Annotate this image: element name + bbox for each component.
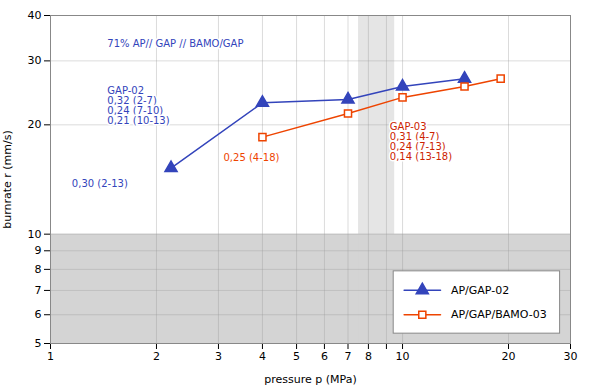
svg-text:7: 7 <box>345 350 352 363</box>
svg-text:30: 30 <box>564 350 578 363</box>
svg-text:GAP-030,31 (4-7)0,24 (7-13)0,1: GAP-030,31 (4-7)0,24 (7-13)0,14 (13-18) <box>390 121 452 162</box>
svg-text:8: 8 <box>365 350 372 363</box>
svg-text:6: 6 <box>35 308 42 321</box>
svg-text:40: 40 <box>28 9 42 22</box>
svg-text:pressure p (MPa): pressure p (MPa) <box>264 373 356 385</box>
svg-text:5: 5 <box>293 350 300 363</box>
svg-text:10: 10 <box>28 228 42 241</box>
svg-text:2: 2 <box>153 350 160 363</box>
svg-text:5: 5 <box>35 337 42 350</box>
svg-text:burnrate r (mm/s): burnrate r (mm/s) <box>1 130 14 229</box>
svg-text:4: 4 <box>259 350 266 363</box>
svg-text:30: 30 <box>28 54 42 67</box>
svg-text:7: 7 <box>35 284 42 297</box>
svg-text:3: 3 <box>215 350 222 363</box>
svg-text:71% AP// GAP // BAMO/GAP: 71% AP// GAP // BAMO/GAP <box>107 38 243 49</box>
svg-text:8: 8 <box>35 263 42 276</box>
svg-text:GAP-020,32 (2-7)0,24 (7-10)0,2: GAP-020,32 (2-7)0,24 (7-10)0,21 (10-13) <box>107 85 169 126</box>
svg-text:9: 9 <box>35 244 42 257</box>
svg-text:1: 1 <box>47 350 54 363</box>
svg-text:20: 20 <box>28 118 42 131</box>
svg-text:20: 20 <box>502 350 516 363</box>
svg-text:0,30 (2-13): 0,30 (2-13) <box>72 178 128 189</box>
svg-text:AP/GAP-02: AP/GAP-02 <box>451 284 509 297</box>
svg-text:6: 6 <box>321 350 328 363</box>
svg-text:0,25 (4-18): 0,25 (4-18) <box>223 152 279 163</box>
svg-text:10: 10 <box>396 350 410 363</box>
svg-text:AP/GAP/BAMO-03: AP/GAP/BAMO-03 <box>451 308 547 321</box>
